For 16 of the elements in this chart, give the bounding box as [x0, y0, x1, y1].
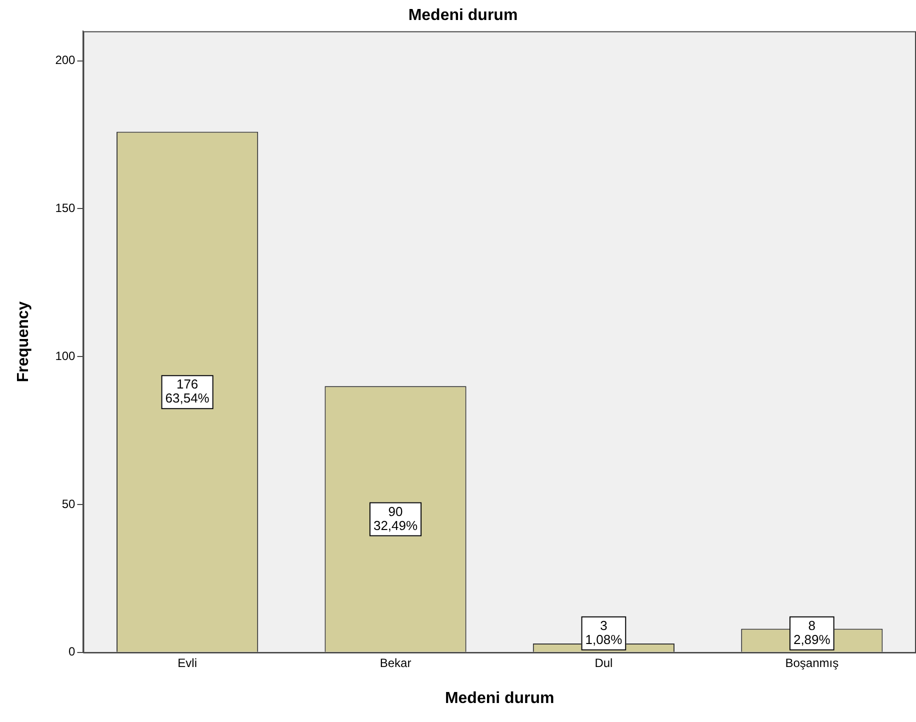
data-label: 90 32,49% [373, 504, 418, 533]
y-tick-label: 0 [68, 644, 76, 659]
data-label: 3 1,08% [585, 618, 623, 647]
x-tick-label: Boşanmış [785, 656, 839, 670]
y-tick-label: 150 [55, 201, 76, 215]
x-tick-label: Bekar [380, 656, 412, 670]
y-tick-label: 100 [55, 348, 76, 363]
chart-title: Medeni durum [408, 7, 518, 24]
y-tick-label: 50 [62, 496, 76, 511]
x-tick-label: Dul [594, 656, 613, 670]
y-tick-label: 200 [55, 53, 76, 68]
x-tick-label: Evli [178, 656, 197, 670]
data-label: 8 2,89% [793, 618, 831, 647]
data-label: 176 63,54% [165, 376, 210, 406]
y-axis-title: Frequency [15, 301, 32, 382]
x-axis-title: Medeni durum [444, 690, 554, 707]
